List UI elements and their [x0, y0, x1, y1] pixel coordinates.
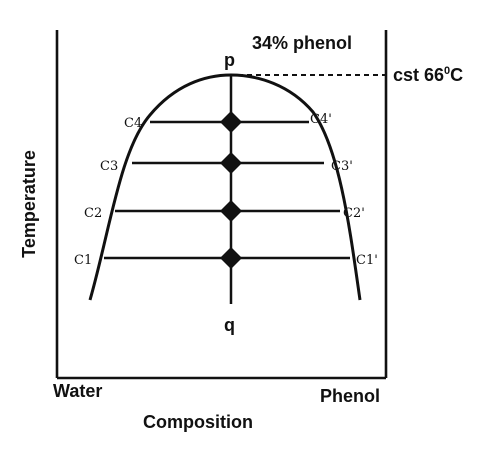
cst-unit: C: [450, 65, 463, 85]
point-q-label: q: [224, 315, 235, 335]
tie-right-label-c4: C4': [310, 112, 332, 127]
cst-superscript: 0: [444, 65, 450, 77]
point-c3-marker: [220, 152, 242, 174]
tie-right-label-c1: C1': [356, 253, 378, 268]
tie-left-label-c4: C4: [124, 116, 142, 131]
tie-left-label-c2: C2: [84, 206, 102, 221]
cst-value: cst 66: [393, 65, 444, 85]
tie-right-label-c3: C3': [331, 159, 353, 174]
point-c4-marker: [220, 111, 242, 133]
point-c2-marker: [220, 200, 242, 222]
x-axis-title: Composition: [143, 412, 253, 432]
point-p-label: p: [224, 50, 235, 70]
solubility-curve: [88, 73, 362, 301]
water-label: Water: [53, 381, 102, 401]
tie-right-label-c2: C2': [343, 206, 365, 221]
composition-label: 34% phenol: [252, 33, 352, 53]
cst-label: cst 660C: [393, 65, 463, 85]
y-axis-title: Temperature: [19, 150, 39, 258]
tie-left-label-c1: C1: [74, 253, 92, 268]
phenol-label: Phenol: [320, 386, 380, 406]
point-c1-marker: [220, 247, 242, 269]
tie-left-label-c3: C3: [100, 159, 118, 174]
